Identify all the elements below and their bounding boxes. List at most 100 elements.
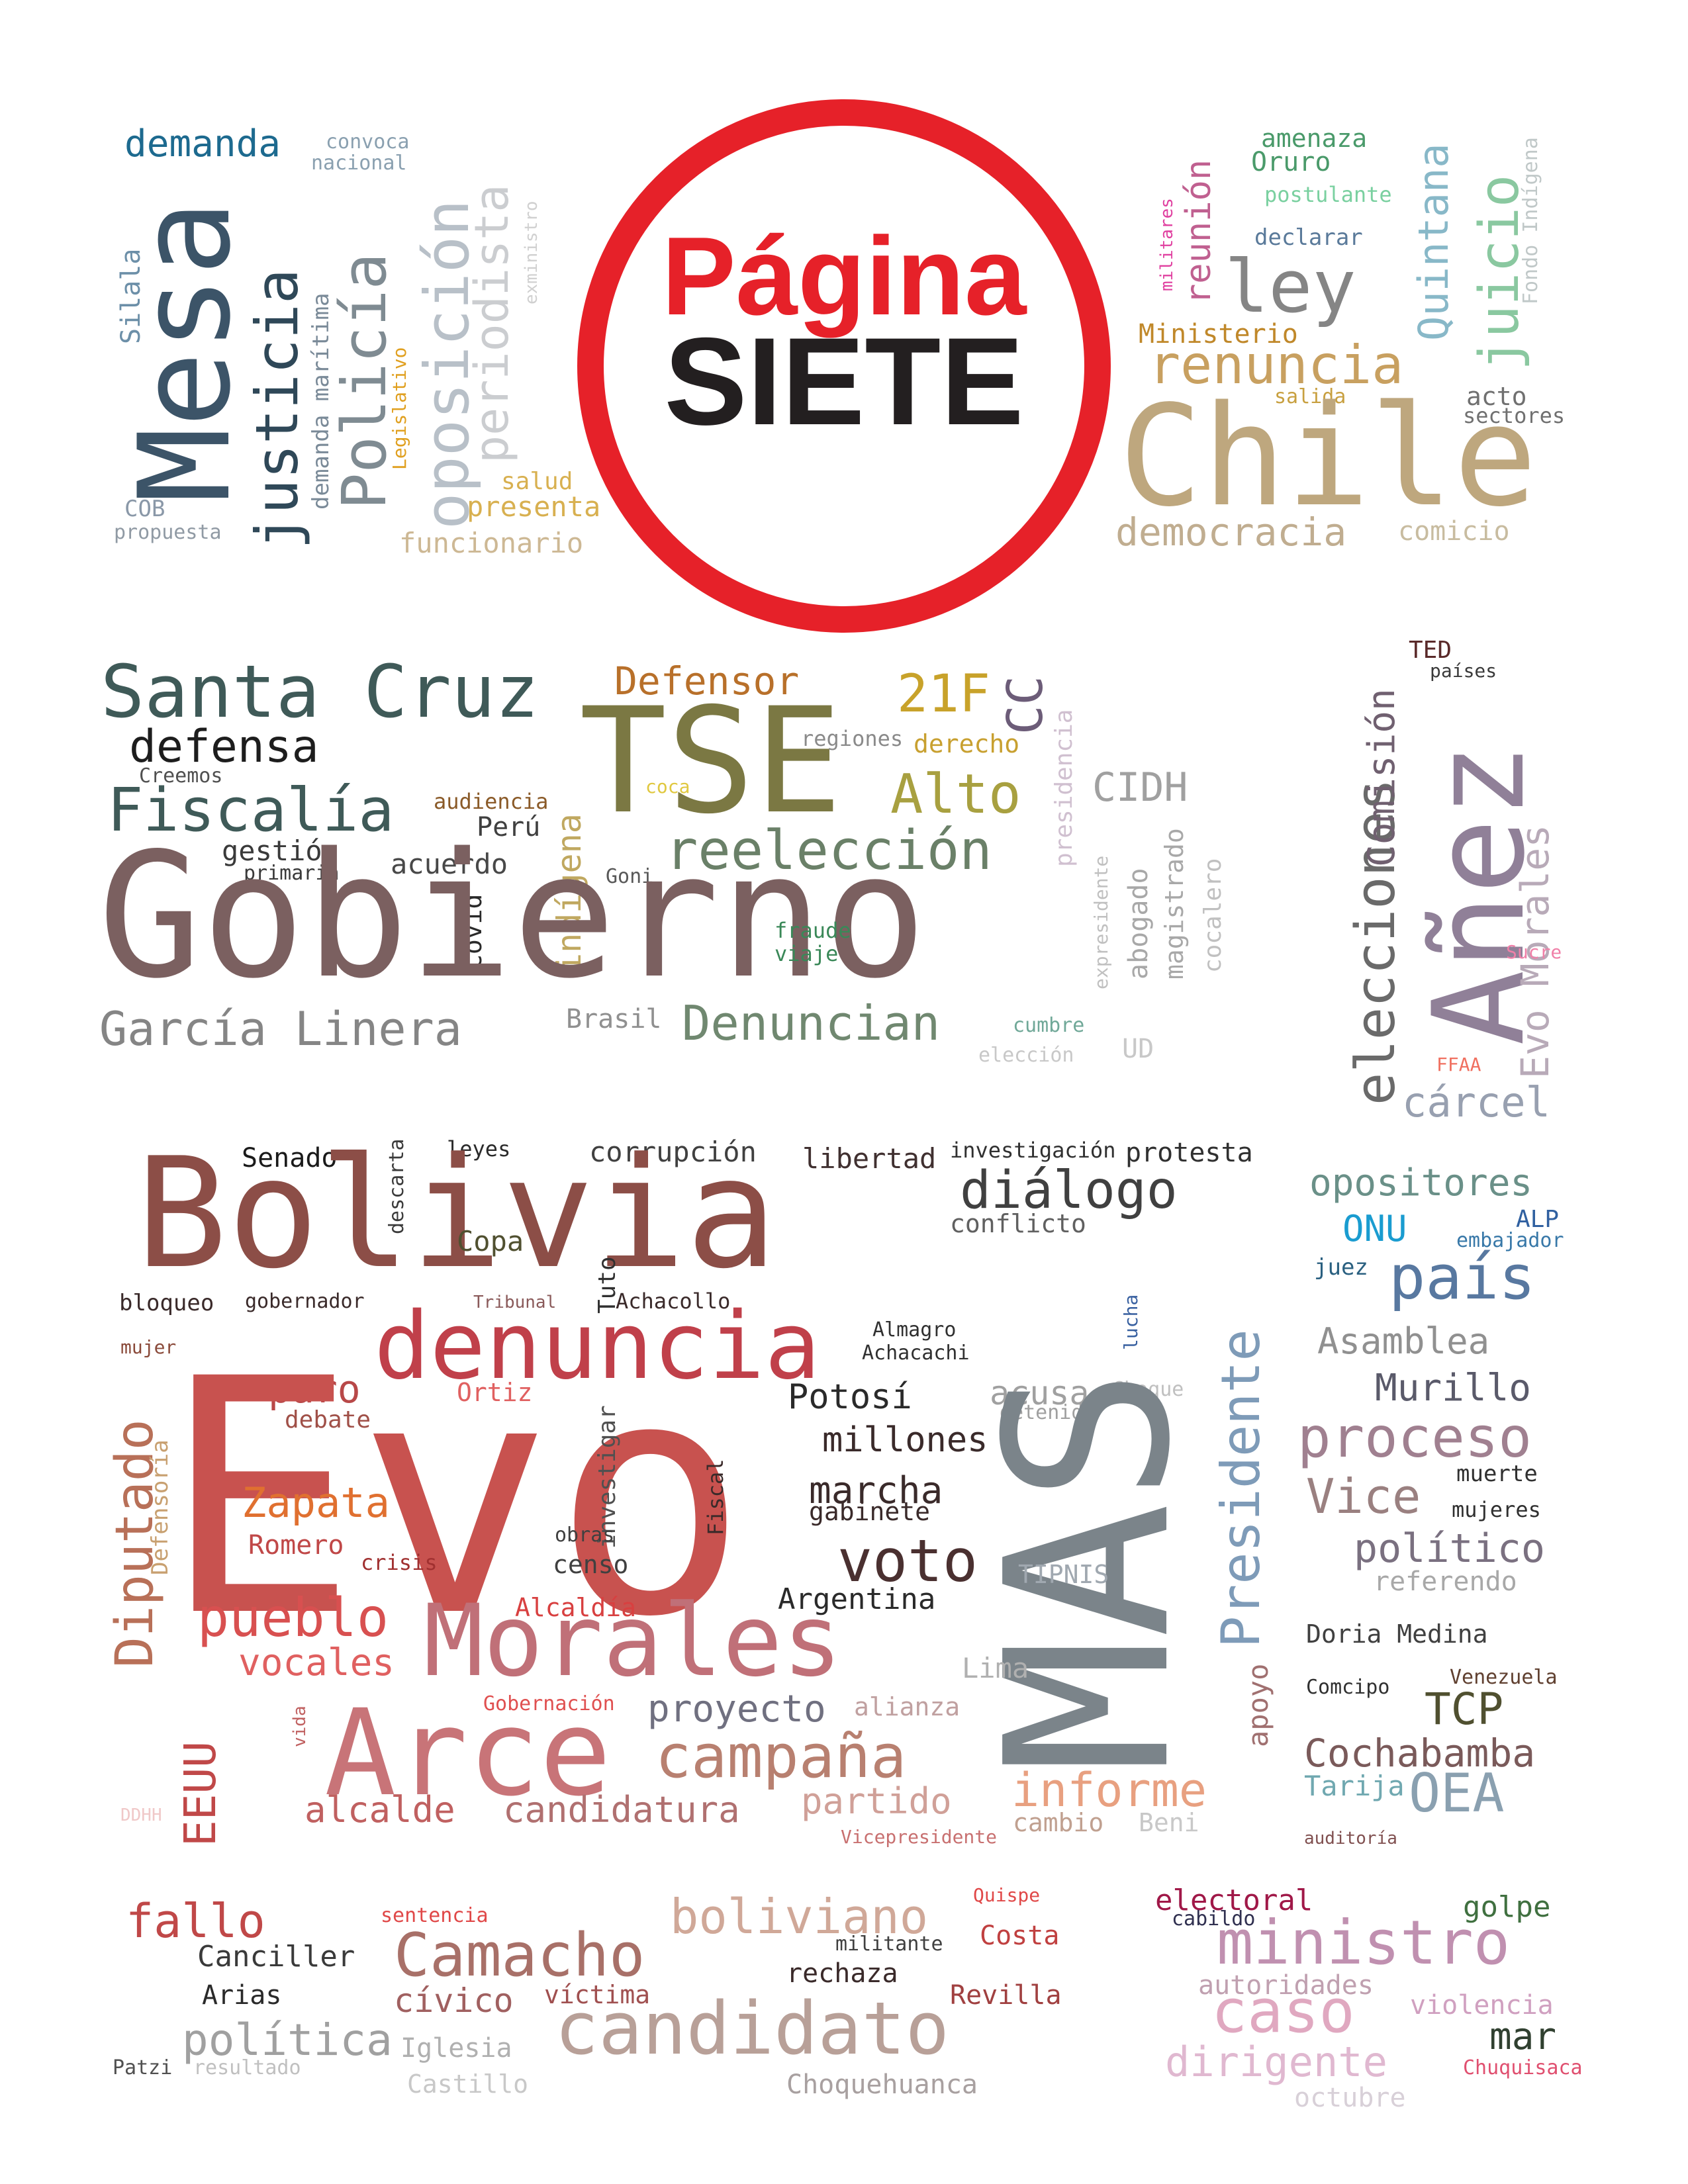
word-voto: voto — [837, 1527, 978, 1595]
word-debate: debate — [285, 1406, 371, 1433]
word-alcalde: alcalde — [305, 1789, 455, 1831]
word-oea: OEA — [1409, 1762, 1505, 1824]
word-convoca: convoca — [326, 130, 410, 154]
word-presenta: presenta — [467, 490, 601, 523]
word-auditoría: auditoría — [1304, 1829, 1397, 1848]
word-cárcel: cárcel — [1402, 1078, 1550, 1126]
word-cívico: cívico — [394, 1981, 514, 2020]
word-crisis: crisis — [361, 1550, 438, 1575]
word-militante: militante — [835, 1933, 943, 1956]
word-bloqueo: bloqueo — [119, 1290, 214, 1316]
word-tipnis: TIPNIS — [1018, 1560, 1109, 1589]
word-campaña: campaña — [655, 1722, 907, 1792]
word-onu: ONU — [1342, 1208, 1407, 1250]
word-censo: censo — [553, 1550, 629, 1579]
word-achacachi: Achacachi — [862, 1342, 970, 1365]
word-víctima: víctima — [544, 1980, 651, 2009]
word-legislativo: Legislativo — [389, 347, 410, 470]
word-cidh: CIDH — [1092, 764, 1188, 811]
word-castillo: Castillo — [407, 2070, 529, 2099]
word-cc: CC — [997, 675, 1054, 735]
word-choquehuanca: Choquehuanca — [786, 2070, 978, 2100]
word-defensor: Defensor — [614, 659, 800, 704]
word-tse: TSE — [579, 676, 843, 846]
word-chuquisaca: Chuquisaca — [1463, 2056, 1583, 2079]
word-tarija: Tarija — [1304, 1770, 1405, 1802]
word-zapata: Zapata — [242, 1479, 390, 1527]
word-mujer: mujer — [120, 1336, 177, 1358]
word-postulante: postulante — [1264, 182, 1392, 207]
word-proyecto: proyecto — [647, 1688, 826, 1731]
word-tribunal: Tribunal — [473, 1293, 557, 1312]
word-declarar: declarar — [1254, 224, 1363, 251]
word-conflicto: conflicto — [950, 1209, 1086, 1238]
word-reunión: reunión — [1179, 159, 1219, 304]
logo-ring — [577, 99, 1111, 633]
word-sectores: sectores — [1463, 403, 1566, 428]
word-demanda: demanda — [124, 122, 281, 165]
word-política: política — [182, 2015, 393, 2066]
word-patzi: Patzi — [113, 2056, 173, 2079]
word-tcp: TCP — [1425, 1684, 1504, 1735]
word-amenaza: amenaza — [1261, 124, 1368, 153]
word-murillo: Murillo — [1375, 1367, 1532, 1410]
word-presidente: Presidente — [1210, 1329, 1272, 1648]
word-cob: COB — [124, 496, 165, 522]
word-gobernador: gobernador — [245, 1290, 365, 1313]
word-goni: Goni — [606, 865, 654, 888]
word-audiencia: audiencia — [434, 789, 549, 814]
word-partido: partido — [801, 1780, 952, 1822]
word-periodista: periodista — [465, 184, 519, 463]
word-opositores: opositores — [1309, 1161, 1533, 1205]
word-cumbre: cumbre — [1013, 1014, 1085, 1037]
word-silala: Silala — [116, 248, 146, 345]
word-cochabamba: Cochabamba — [1304, 1731, 1536, 1776]
word-comisión: Comisión — [1360, 688, 1403, 867]
word-defensa: defensa — [129, 721, 319, 773]
word-acto: acto — [1466, 382, 1527, 411]
word-senado: Senado — [242, 1143, 338, 1173]
word-resultado: resultado — [193, 2056, 301, 2079]
word-justicia: justicia — [243, 269, 311, 549]
logo-brand: SIETE — [664, 312, 1023, 451]
word-gobierno: Gobierno — [98, 817, 927, 1017]
word-perú: Perú — [477, 812, 541, 842]
word-almagro: Almagro — [872, 1318, 957, 1342]
word-país: país — [1389, 1242, 1536, 1313]
word-salud: salud — [501, 468, 573, 495]
word-doria-medina: Doria Medina — [1306, 1619, 1488, 1649]
word-investigación: investigación — [950, 1138, 1116, 1163]
word-gestión: gestión — [222, 835, 340, 867]
word-potosí: Potosí — [788, 1377, 912, 1417]
word-octubre: octubre — [1294, 2083, 1406, 2113]
word-vocales: vocales — [238, 1641, 395, 1684]
word-coca: coca — [645, 776, 690, 797]
word-reelección: reelección — [665, 819, 992, 882]
word-mujeres: mujeres — [1452, 1497, 1541, 1522]
word-embajador: embajador — [1456, 1229, 1564, 1252]
word-ley: ley — [1225, 244, 1356, 329]
word-fraude: fraude — [774, 918, 851, 943]
word-leyes: leyes — [447, 1136, 511, 1161]
word-informe: informe — [1011, 1763, 1207, 1817]
word-cocalero: cocalero — [1199, 858, 1227, 973]
word-beni: Beni — [1139, 1808, 1199, 1837]
word-fondo-indígena: Fondo Indígena — [1519, 137, 1542, 304]
word-democracia: democracia — [1115, 510, 1347, 555]
word-lima: Lima — [962, 1652, 1029, 1684]
word-países: países — [1430, 660, 1497, 682]
word-propuesta: propuesta — [114, 521, 222, 544]
word-denuncian: Denuncian — [682, 995, 941, 1051]
word-alianza: alianza — [854, 1692, 961, 1721]
word-salida: salida — [1274, 385, 1346, 408]
pagina-siete-logo: Página SIETE Diario nacional independien… — [577, 99, 1111, 633]
word-ted: TED — [1409, 637, 1452, 664]
word-ffaa: FFAA — [1436, 1054, 1481, 1075]
word-candidato: candidato — [555, 1986, 950, 2071]
word-magistrado: magistrado — [1160, 828, 1189, 979]
word-brasil: Brasil — [566, 1004, 662, 1034]
word-arias: Arias — [202, 1980, 282, 2011]
word-violencia: violencia — [1410, 1990, 1554, 2021]
word-alto: Alto — [890, 763, 1021, 826]
word-protesta: protesta — [1125, 1138, 1253, 1168]
